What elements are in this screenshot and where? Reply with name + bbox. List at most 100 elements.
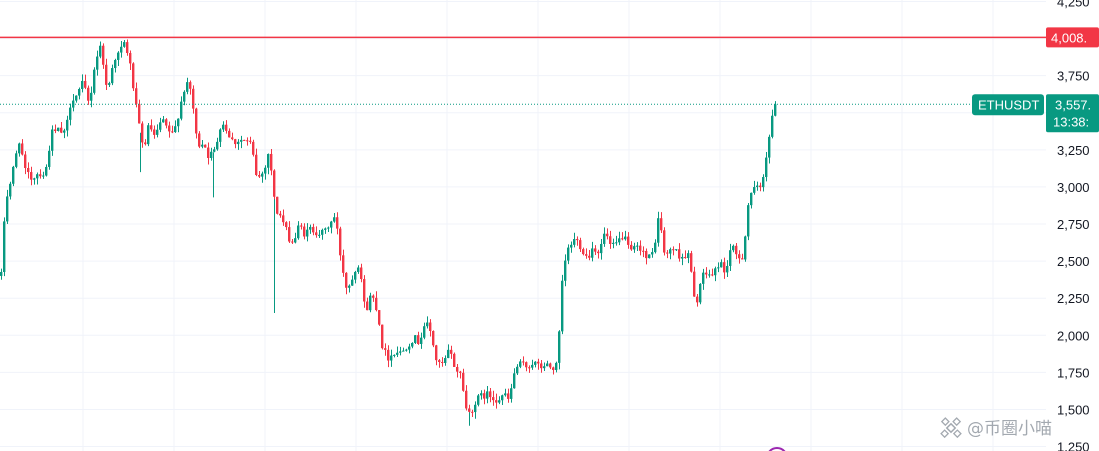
y-tick-label: 3,750 bbox=[1057, 69, 1090, 84]
candle-body bbox=[411, 342, 414, 347]
candle-body bbox=[36, 174, 39, 179]
y-tick-label: 2,000 bbox=[1057, 328, 1090, 343]
candle-body bbox=[174, 126, 177, 133]
candle-body bbox=[96, 56, 99, 70]
candle-body bbox=[624, 236, 627, 240]
candle-body bbox=[525, 362, 528, 368]
candle-body bbox=[54, 129, 57, 131]
candle-body bbox=[774, 104, 777, 116]
candle-body bbox=[75, 95, 78, 101]
candle-body bbox=[300, 225, 303, 227]
symbol-label: ETHUSDT bbox=[978, 97, 1039, 112]
candle-body bbox=[387, 349, 390, 361]
y-tick-label: 1,750 bbox=[1057, 365, 1090, 380]
candle-body bbox=[765, 157, 768, 178]
candle-body bbox=[159, 122, 162, 130]
last-price-value: 3,557. bbox=[1055, 97, 1091, 112]
candle-body bbox=[363, 279, 366, 302]
candle-body bbox=[753, 187, 756, 193]
candle-body bbox=[615, 242, 618, 244]
candle-body bbox=[195, 108, 198, 134]
candle-body bbox=[552, 367, 555, 371]
candle-body bbox=[168, 125, 171, 132]
candle-body bbox=[9, 183, 12, 197]
candle-body bbox=[87, 87, 90, 101]
candle-body bbox=[582, 249, 585, 255]
candle-body bbox=[108, 83, 111, 85]
candle-body bbox=[603, 233, 606, 244]
indicator-marker-icon[interactable] bbox=[767, 447, 787, 451]
candle-body bbox=[189, 82, 192, 89]
candle-body bbox=[222, 124, 225, 130]
candle-body bbox=[714, 268, 717, 276]
candle-body bbox=[390, 355, 393, 361]
candle-body bbox=[504, 393, 507, 396]
candle-body bbox=[744, 236, 747, 260]
candle-body bbox=[12, 166, 15, 184]
candle-body bbox=[453, 353, 456, 367]
candle-body bbox=[492, 397, 495, 401]
candle-body bbox=[477, 395, 480, 405]
y-tick-label: 2,250 bbox=[1057, 291, 1090, 306]
candle-body bbox=[648, 254, 651, 259]
candle-body bbox=[126, 42, 129, 54]
candle-body bbox=[447, 349, 450, 359]
candle-body bbox=[315, 232, 318, 236]
candle-body bbox=[537, 361, 540, 364]
candle-body bbox=[297, 225, 300, 239]
candle-body bbox=[141, 123, 144, 143]
candle-body bbox=[273, 170, 276, 197]
candle-body bbox=[318, 234, 321, 236]
candle-body bbox=[240, 139, 243, 142]
candle-body bbox=[267, 153, 270, 168]
candle-body bbox=[657, 218, 660, 243]
candle-body bbox=[441, 361, 444, 363]
candle-body bbox=[423, 326, 426, 338]
horizontal-level-tag: 4,008. bbox=[1046, 27, 1099, 48]
candle-body bbox=[30, 172, 33, 180]
candle-body bbox=[579, 240, 582, 250]
candle-body bbox=[567, 247, 570, 261]
candle-body bbox=[717, 267, 720, 269]
candle-body bbox=[684, 256, 687, 259]
y-tick-label: 3,000 bbox=[1057, 180, 1090, 195]
candle-body bbox=[621, 238, 624, 240]
candle-body bbox=[33, 178, 36, 180]
candle-body bbox=[513, 373, 516, 389]
candle-body bbox=[471, 411, 474, 413]
candle-body bbox=[690, 253, 693, 272]
candle-body bbox=[381, 324, 384, 349]
candle-body bbox=[465, 390, 468, 409]
candle-body bbox=[426, 322, 429, 327]
candle-body bbox=[417, 335, 420, 344]
candle-body bbox=[594, 248, 597, 252]
candle-body bbox=[360, 267, 363, 280]
candle-body bbox=[489, 391, 492, 398]
candle-body bbox=[348, 285, 351, 288]
candle-body bbox=[618, 238, 621, 243]
candle-body bbox=[495, 400, 498, 403]
candle-body bbox=[585, 254, 588, 256]
candle-body bbox=[720, 262, 723, 268]
horizontal-level-value: 4,008. bbox=[1051, 30, 1087, 45]
candle-body bbox=[282, 215, 285, 223]
candle-body bbox=[117, 52, 120, 60]
candle-body bbox=[558, 331, 561, 363]
candle-body bbox=[72, 100, 75, 108]
candle-body bbox=[165, 119, 168, 126]
candle-body bbox=[0, 271, 3, 276]
candle-body bbox=[228, 130, 231, 138]
candle-body bbox=[15, 153, 18, 167]
candle-body bbox=[120, 46, 123, 53]
candle-body bbox=[309, 226, 312, 230]
y-tick-label: 1,250 bbox=[1057, 440, 1090, 451]
candle-body bbox=[234, 139, 237, 145]
candle-body bbox=[420, 337, 423, 344]
candle-body bbox=[711, 274, 714, 276]
candle-body bbox=[546, 363, 549, 367]
candle-body bbox=[630, 244, 633, 250]
price-axis[interactable]: 1,250 1,500 1,750 2,000 2,250 2,500 2,750 3,000… bbox=[1057, 0, 1090, 451]
candle-body bbox=[138, 103, 141, 124]
candle-body bbox=[84, 80, 87, 88]
